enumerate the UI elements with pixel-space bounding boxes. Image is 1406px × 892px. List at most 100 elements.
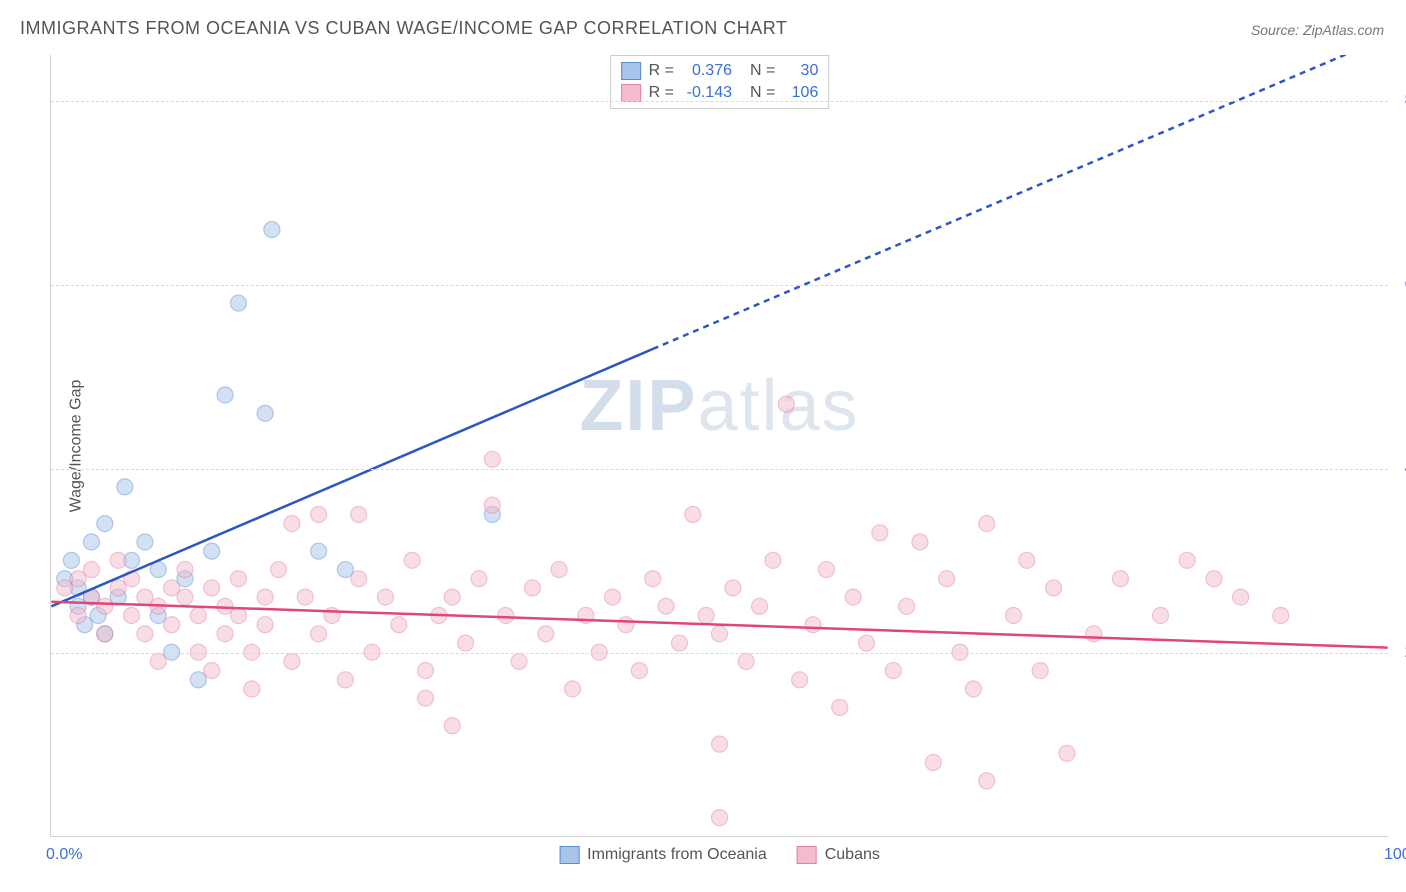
data-point [712,736,728,752]
data-point [264,222,280,238]
data-point [685,506,701,522]
data-point [204,580,220,596]
data-point [230,295,246,311]
data-point [83,562,99,578]
data-point [284,516,300,532]
data-point [712,810,728,826]
data-point [792,672,808,688]
data-point [391,617,407,633]
data-point [83,534,99,550]
data-point [311,506,327,522]
gridline [51,469,1388,470]
data-point [284,653,300,669]
data-point [137,534,153,550]
data-point [190,607,206,623]
data-point [631,663,647,679]
data-point [217,626,233,642]
data-point [124,607,140,623]
data-point [458,635,474,651]
data-point [565,681,581,697]
data-point [979,773,995,789]
data-point [738,653,754,669]
data-point [1059,745,1075,761]
data-point [257,589,273,605]
legend-item: Cubans [797,846,880,864]
data-point [725,580,741,596]
data-point [872,525,888,541]
data-point [765,552,781,568]
data-point [311,543,327,559]
data-point [471,571,487,587]
r-value: -0.143 [682,84,732,102]
data-point [712,626,728,642]
data-point [204,663,220,679]
data-point [164,617,180,633]
data-point [484,451,500,467]
data-point [698,607,714,623]
data-point [1032,663,1048,679]
data-point [885,663,901,679]
data-point [899,598,915,614]
data-point [204,543,220,559]
data-point [1046,580,1062,596]
legend-swatch [621,62,641,80]
data-point [832,699,848,715]
data-point [752,598,768,614]
data-point [297,589,313,605]
r-value: 0.376 [682,62,732,80]
data-point [818,562,834,578]
data-point [97,626,113,642]
gridline [51,101,1388,102]
data-point [965,681,981,697]
data-point [511,653,527,669]
data-point [778,396,794,412]
data-point [150,653,166,669]
data-point [1179,552,1195,568]
r-label: R = [649,62,674,80]
data-point [498,607,514,623]
data-point [97,516,113,532]
legend-row: R = 0.376 N = 30 [621,60,819,82]
scatter-plot [51,55,1388,836]
n-label: N = [750,62,775,80]
data-point [1206,571,1222,587]
data-point [658,598,674,614]
data-point [444,589,460,605]
n-label: N = [750,84,775,102]
data-point [70,607,86,623]
data-point [97,598,113,614]
x-tick-label: 100.0% [1384,846,1406,864]
data-point [418,690,434,706]
source-attribution: Source: ZipAtlas.com [1251,22,1384,38]
data-point [671,635,687,651]
data-point [351,506,367,522]
series-legend: Immigrants from Oceania Cubans [559,846,880,864]
data-point [337,672,353,688]
data-point [845,589,861,605]
data-point [1152,607,1168,623]
data-point [524,580,540,596]
data-point [1086,626,1102,642]
x-tick-label: 0.0% [46,846,82,864]
gridline [51,285,1388,286]
data-point [63,552,79,568]
data-point [311,626,327,642]
legend-item: Immigrants from Oceania [559,846,767,864]
legend-label: Immigrants from Oceania [587,846,767,864]
legend-label: Cubans [825,846,880,864]
data-point [324,607,340,623]
legend-swatch [797,846,817,864]
data-point [404,552,420,568]
data-point [377,589,393,605]
data-point [271,562,287,578]
data-point [230,571,246,587]
data-point [925,755,941,771]
data-point [257,617,273,633]
data-point [538,626,554,642]
legend-swatch [621,84,641,102]
data-point [418,663,434,679]
data-point [217,387,233,403]
chart-area: ZIPatlas R = 0.376 N = 30 R = -0.143 N =… [50,55,1388,837]
chart-title: IMMIGRANTS FROM OCEANIA VS CUBAN WAGE/IN… [20,18,787,39]
n-value: 30 [783,62,818,80]
